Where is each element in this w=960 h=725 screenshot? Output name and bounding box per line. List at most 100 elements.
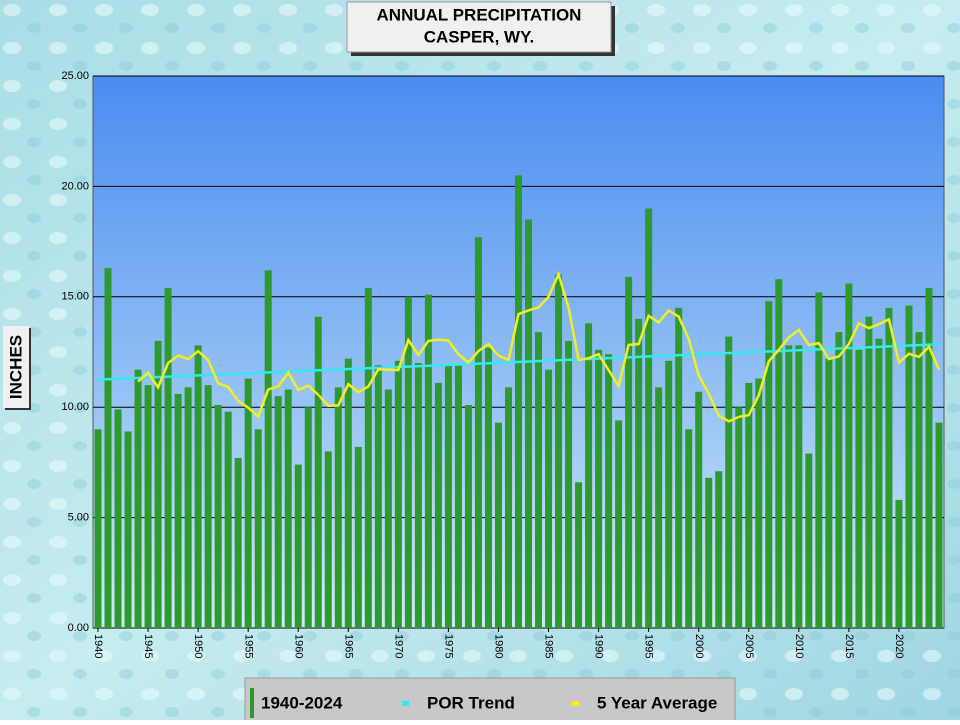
y-tick-label: 25.00 xyxy=(61,70,89,82)
legend-swatch xyxy=(402,701,409,706)
bar xyxy=(715,471,723,628)
bar xyxy=(144,385,152,628)
bar xyxy=(925,287,933,628)
bar xyxy=(284,389,292,628)
bar xyxy=(214,404,222,628)
bar xyxy=(855,349,863,628)
bar xyxy=(835,332,843,628)
x-tick-label: 1975 xyxy=(443,634,455,658)
x-tick-label: 1945 xyxy=(142,634,154,658)
bar xyxy=(194,345,202,628)
y-tick-label: 5.00 xyxy=(68,512,89,524)
legend-swatch xyxy=(250,688,254,718)
bar xyxy=(364,287,372,628)
bar xyxy=(164,287,172,628)
bar xyxy=(114,409,122,628)
bar xyxy=(154,340,162,628)
bar xyxy=(384,389,392,628)
x-tick-label: 1985 xyxy=(543,634,555,658)
x-tick-label: 1980 xyxy=(493,634,505,658)
bar xyxy=(334,387,342,628)
bar xyxy=(655,387,663,628)
bar xyxy=(695,391,703,628)
bar xyxy=(605,354,613,628)
x-tick-label: 1960 xyxy=(292,634,304,658)
bar xyxy=(935,422,943,628)
bar xyxy=(625,276,633,628)
chart-subtitle: CASPER, WY. xyxy=(424,27,535,46)
bar xyxy=(264,270,272,628)
x-tick-label: 2010 xyxy=(793,634,805,658)
bar xyxy=(134,369,142,628)
bar xyxy=(294,464,302,628)
bar xyxy=(765,301,773,628)
bar xyxy=(354,446,362,628)
bar xyxy=(755,378,763,628)
bar xyxy=(474,237,482,628)
bar xyxy=(424,294,432,628)
y-tick-label: 15.00 xyxy=(61,291,89,303)
x-tick-label: 1965 xyxy=(342,634,354,658)
x-tick-label: 1940 xyxy=(92,634,104,658)
bar xyxy=(635,318,643,628)
bar xyxy=(274,396,282,628)
line xyxy=(137,270,941,423)
chart-title: ANNUAL PRECIPITATION xyxy=(377,5,582,24)
bar xyxy=(845,283,853,628)
bar xyxy=(414,363,422,628)
bar xyxy=(104,268,112,628)
bar xyxy=(344,358,352,628)
bar xyxy=(585,323,593,628)
y-tick-label: 0.00 xyxy=(68,622,89,634)
bar xyxy=(665,360,673,628)
bar xyxy=(875,338,883,628)
bar xyxy=(775,279,783,628)
bar xyxy=(595,349,603,628)
legend-box xyxy=(244,677,736,723)
x-tick-label: 2005 xyxy=(743,634,755,658)
bar xyxy=(895,499,903,628)
bar xyxy=(815,292,823,628)
bar xyxy=(464,404,472,628)
bar xyxy=(204,385,212,628)
y-tick-label: 20.00 xyxy=(61,180,89,192)
bar xyxy=(615,420,623,628)
x-tick-label: 2020 xyxy=(893,634,905,658)
bar xyxy=(865,316,873,628)
legend-label: 5 Year Average xyxy=(597,693,717,712)
bar xyxy=(825,358,833,628)
bar xyxy=(905,305,913,628)
y-tick-label: 10.00 xyxy=(61,401,89,413)
x-tick-label: 1950 xyxy=(192,634,204,658)
bar xyxy=(324,451,332,628)
bar xyxy=(504,387,512,628)
bar xyxy=(454,365,462,628)
bar xyxy=(745,382,753,628)
bar xyxy=(484,347,492,628)
bar xyxy=(494,422,502,628)
legend-swatch xyxy=(572,701,579,706)
line xyxy=(97,343,940,381)
bar xyxy=(434,382,442,628)
bar xyxy=(254,429,262,628)
bar xyxy=(535,332,543,628)
x-tick-label: 1970 xyxy=(392,634,404,658)
bar xyxy=(234,457,242,628)
bar xyxy=(795,345,803,628)
legend-label: POR Trend xyxy=(427,693,515,712)
bar xyxy=(94,429,102,628)
bar xyxy=(514,175,523,629)
bar xyxy=(184,387,192,628)
x-tick-label: 2015 xyxy=(843,634,855,658)
y-axis-label: INCHES xyxy=(6,335,25,399)
legend-label: 1940-2024 xyxy=(261,693,343,712)
bar xyxy=(575,482,583,628)
bar xyxy=(224,411,232,628)
bar xyxy=(525,219,533,628)
bar xyxy=(404,296,412,628)
bar xyxy=(244,378,252,628)
bar xyxy=(565,340,573,628)
bar xyxy=(394,360,402,628)
bar xyxy=(885,307,893,628)
